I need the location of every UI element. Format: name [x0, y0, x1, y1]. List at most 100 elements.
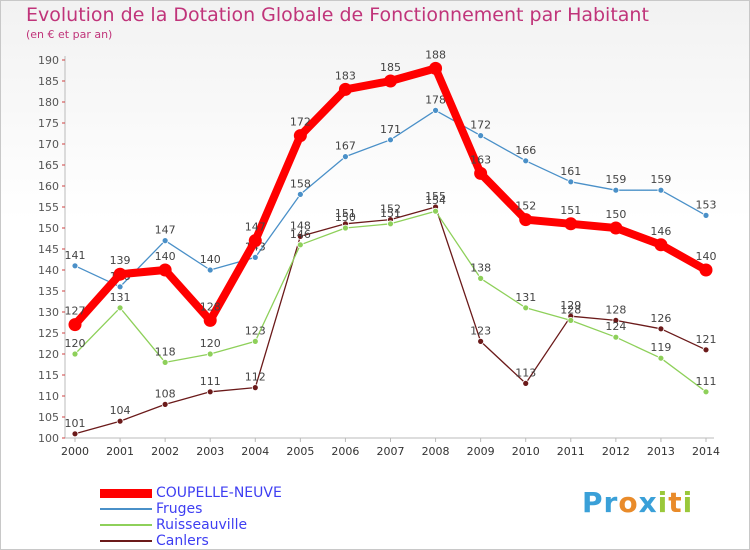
- proxiti-logo: Proxiti: [582, 486, 694, 519]
- data-point: [296, 232, 304, 240]
- data-point: [519, 213, 533, 227]
- data-point: [432, 207, 439, 215]
- x-tick-label: 2013: [647, 445, 675, 458]
- data-point: [474, 166, 488, 180]
- data-label: 183: [335, 69, 356, 82]
- data-label: 111: [696, 375, 717, 388]
- x-tick-label: 2007: [377, 445, 405, 458]
- data-label: 172: [470, 119, 491, 132]
- data-label: 188: [425, 48, 446, 61]
- legend: COUPELLE-NEUVE Fruges Ruisseauville Canl…: [100, 485, 282, 549]
- data-point: [338, 82, 352, 96]
- data-label: 128: [605, 303, 626, 316]
- legend-swatch-ruisseauville: [100, 524, 152, 526]
- x-tick-label: 2008: [422, 445, 450, 458]
- data-label: 148: [290, 219, 311, 232]
- data-point: [206, 266, 214, 274]
- data-point: [116, 304, 124, 312]
- data-label: 146: [650, 225, 671, 238]
- data-point: [567, 178, 575, 186]
- data-label: 104: [110, 404, 131, 417]
- data-point: [612, 186, 620, 194]
- data-label: 155: [425, 190, 446, 203]
- y-tick-label: 130: [38, 306, 59, 319]
- data-point: [71, 430, 79, 438]
- data-label: 129: [560, 299, 581, 312]
- data-point: [657, 186, 665, 194]
- legend-item: Ruisseauville: [100, 517, 282, 533]
- x-tick-label: 2003: [196, 445, 224, 458]
- data-point: [429, 61, 443, 75]
- x-tick-label: 2009: [467, 445, 495, 458]
- data-label: 140: [696, 250, 717, 263]
- data-label: 150: [335, 211, 356, 224]
- data-point: [203, 313, 217, 327]
- data-label: 147: [245, 221, 266, 234]
- x-tick-label: 2000: [61, 445, 89, 458]
- data-label: 108: [155, 387, 176, 400]
- data-point: [116, 417, 124, 425]
- data-point: [522, 304, 530, 312]
- data-point: [387, 136, 394, 144]
- data-label: 118: [155, 345, 176, 358]
- data-point: [657, 325, 665, 333]
- data-point: [522, 157, 530, 165]
- legend-swatch-canlers: [100, 540, 152, 542]
- y-tick-label: 145: [38, 243, 59, 256]
- legend-label: Canlers: [156, 533, 209, 549]
- legend-item: Fruges: [100, 501, 282, 517]
- data-point: [71, 262, 79, 270]
- y-tick-label: 190: [38, 54, 59, 67]
- x-tick-label: 2006: [331, 445, 359, 458]
- legend-label: Fruges: [156, 501, 203, 517]
- data-point: [71, 350, 79, 358]
- data-label: 161: [560, 165, 581, 178]
- x-tick-label: 2014: [692, 445, 720, 458]
- y-tick-label: 175: [38, 117, 59, 130]
- data-label: 131: [515, 291, 536, 304]
- data-label: 120: [65, 337, 86, 350]
- data-point: [248, 234, 262, 248]
- data-label: 127: [65, 305, 86, 318]
- data-point: [206, 350, 214, 358]
- data-label: 151: [335, 207, 356, 220]
- data-label: 140: [155, 250, 176, 263]
- data-label: 154: [425, 194, 446, 207]
- data-label: 126: [650, 312, 671, 325]
- data-label: 163: [470, 153, 491, 166]
- data-point: [699, 263, 713, 277]
- data-label: 152: [380, 203, 401, 216]
- data-point: [113, 267, 127, 281]
- data-point: [432, 107, 439, 114]
- data-point: [522, 379, 530, 387]
- data-label: 113: [515, 366, 536, 379]
- data-label: 159: [650, 173, 671, 186]
- data-label: 158: [290, 177, 311, 190]
- data-label: 111: [200, 375, 221, 388]
- data-point: [251, 384, 259, 392]
- data-point: [477, 132, 485, 140]
- data-point: [384, 74, 397, 88]
- legend-label: Ruisseauville: [156, 517, 248, 533]
- y-tick-label: 165: [38, 159, 59, 172]
- data-label: 128: [560, 303, 581, 316]
- data-point: [68, 318, 82, 332]
- data-label: 141: [65, 249, 86, 262]
- legend-label: COUPELLE-NEUVE: [156, 485, 282, 501]
- data-point: [158, 263, 172, 277]
- data-label: 123: [470, 324, 491, 337]
- x-tick-label: 2012: [602, 445, 630, 458]
- data-label: 112: [245, 371, 266, 384]
- data-point: [293, 129, 307, 143]
- x-tick-label: 2011: [557, 445, 585, 458]
- data-label: 147: [155, 224, 176, 237]
- data-point: [342, 224, 349, 232]
- data-label: 152: [515, 200, 536, 213]
- chart-subtitle: (en € et par an): [26, 28, 113, 41]
- y-tick-label: 160: [38, 180, 59, 193]
- data-label: 138: [470, 261, 491, 274]
- data-point: [251, 253, 259, 261]
- data-point: [161, 358, 169, 366]
- y-tick-label: 100: [38, 432, 59, 445]
